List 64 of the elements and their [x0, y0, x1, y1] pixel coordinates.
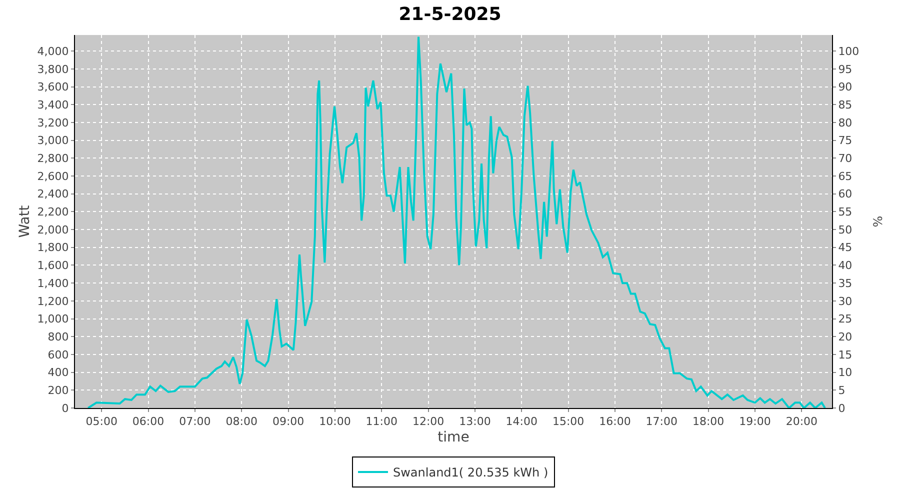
legend-label: Swanland1( 20.535 kWh ) — [393, 466, 548, 480]
x-tick-label: 05:00 — [86, 415, 118, 428]
x-tick-label: 14:00 — [506, 415, 538, 428]
y-tick-label: 2,800 — [37, 152, 69, 165]
x-tick-label: 07:00 — [179, 415, 211, 428]
x-tick-label: 20:00 — [786, 415, 818, 428]
y2-tick-label: 0 — [838, 402, 846, 415]
x-tick-label: 12:00 — [412, 415, 444, 428]
y2-axis-title: % — [871, 216, 886, 228]
y-tick-label: 600 — [48, 348, 69, 362]
y2-tick-label: 70 — [838, 152, 852, 165]
x-tick-label: 09:00 — [272, 415, 304, 428]
y-tick-label: 1,200 — [37, 294, 69, 308]
y-tick-label: 3,400 — [37, 98, 69, 112]
y-tick-label: 400 — [48, 366, 69, 380]
y-tick-label: 3,600 — [37, 80, 69, 94]
y-axis-title: Watt — [16, 204, 33, 238]
x-axis-title: time — [438, 430, 470, 446]
chart-title: 21-5-2025 — [398, 4, 502, 26]
x-tick-label: 08:00 — [226, 415, 258, 428]
y-tick-label: 2,000 — [37, 223, 69, 236]
x-tick-label: 11:00 — [366, 415, 398, 428]
y-tick-label: 1,800 — [37, 241, 69, 254]
y-tick-label: 4,000 — [37, 44, 69, 58]
x-tick-label: 06:00 — [132, 415, 164, 428]
y-tick-label: 3,800 — [37, 62, 69, 76]
y2-tick-label: 65 — [838, 170, 852, 183]
line-series — [87, 36, 826, 408]
x-tick-label: 16:00 — [599, 415, 631, 428]
y-tick-label: 1,600 — [37, 259, 69, 272]
y-tick-label: 800 — [48, 330, 69, 344]
y2-tick-label: 40 — [838, 259, 852, 272]
y2-tick-label: 35 — [838, 276, 852, 290]
y2-tick-label: 20 — [838, 330, 852, 344]
y-tick-label: 200 — [48, 384, 69, 397]
x-tick-label: 13:00 — [459, 415, 491, 428]
y2-tick-label: 90 — [838, 80, 852, 94]
y2-tick-label: 45 — [838, 241, 852, 254]
y-tick-label: 3,000 — [37, 134, 69, 148]
y-tick-label: 1,400 — [37, 276, 69, 290]
y-tick-label: 2,600 — [37, 170, 69, 183]
y-tick-label: 2,400 — [37, 188, 69, 201]
y2-tick-label: 75 — [838, 134, 852, 148]
y2-tick-label: 30 — [838, 294, 852, 308]
x-tick-label: 15:00 — [552, 415, 584, 428]
x-tick-label: 18:00 — [692, 415, 724, 428]
y2-tick-label: 50 — [838, 223, 852, 236]
y2-tick-label: 5 — [838, 384, 846, 397]
y2-tick-label: 80 — [838, 116, 852, 130]
y-tick-label: 3,200 — [37, 116, 69, 130]
y2-tick-label: 55 — [838, 206, 852, 219]
x-tick-label: 10:00 — [319, 415, 351, 428]
y2-tick-label: 85 — [838, 98, 852, 112]
x-tick-label: 19:00 — [739, 415, 771, 428]
y-tick-label: 0 — [62, 402, 69, 415]
y2-tick-label: 15 — [838, 348, 852, 362]
x-tick-label: 17:00 — [646, 415, 678, 428]
y-tick-label: 1,000 — [37, 312, 69, 326]
y2-tick-label: 60 — [838, 188, 852, 201]
y-tick-label: 2,200 — [37, 206, 69, 219]
y2-tick-label: 25 — [838, 312, 852, 326]
y2-tick-label: 10 — [838, 366, 852, 380]
y2-tick-label: 95 — [838, 62, 852, 76]
y2-tick-label: 100 — [838, 44, 860, 58]
